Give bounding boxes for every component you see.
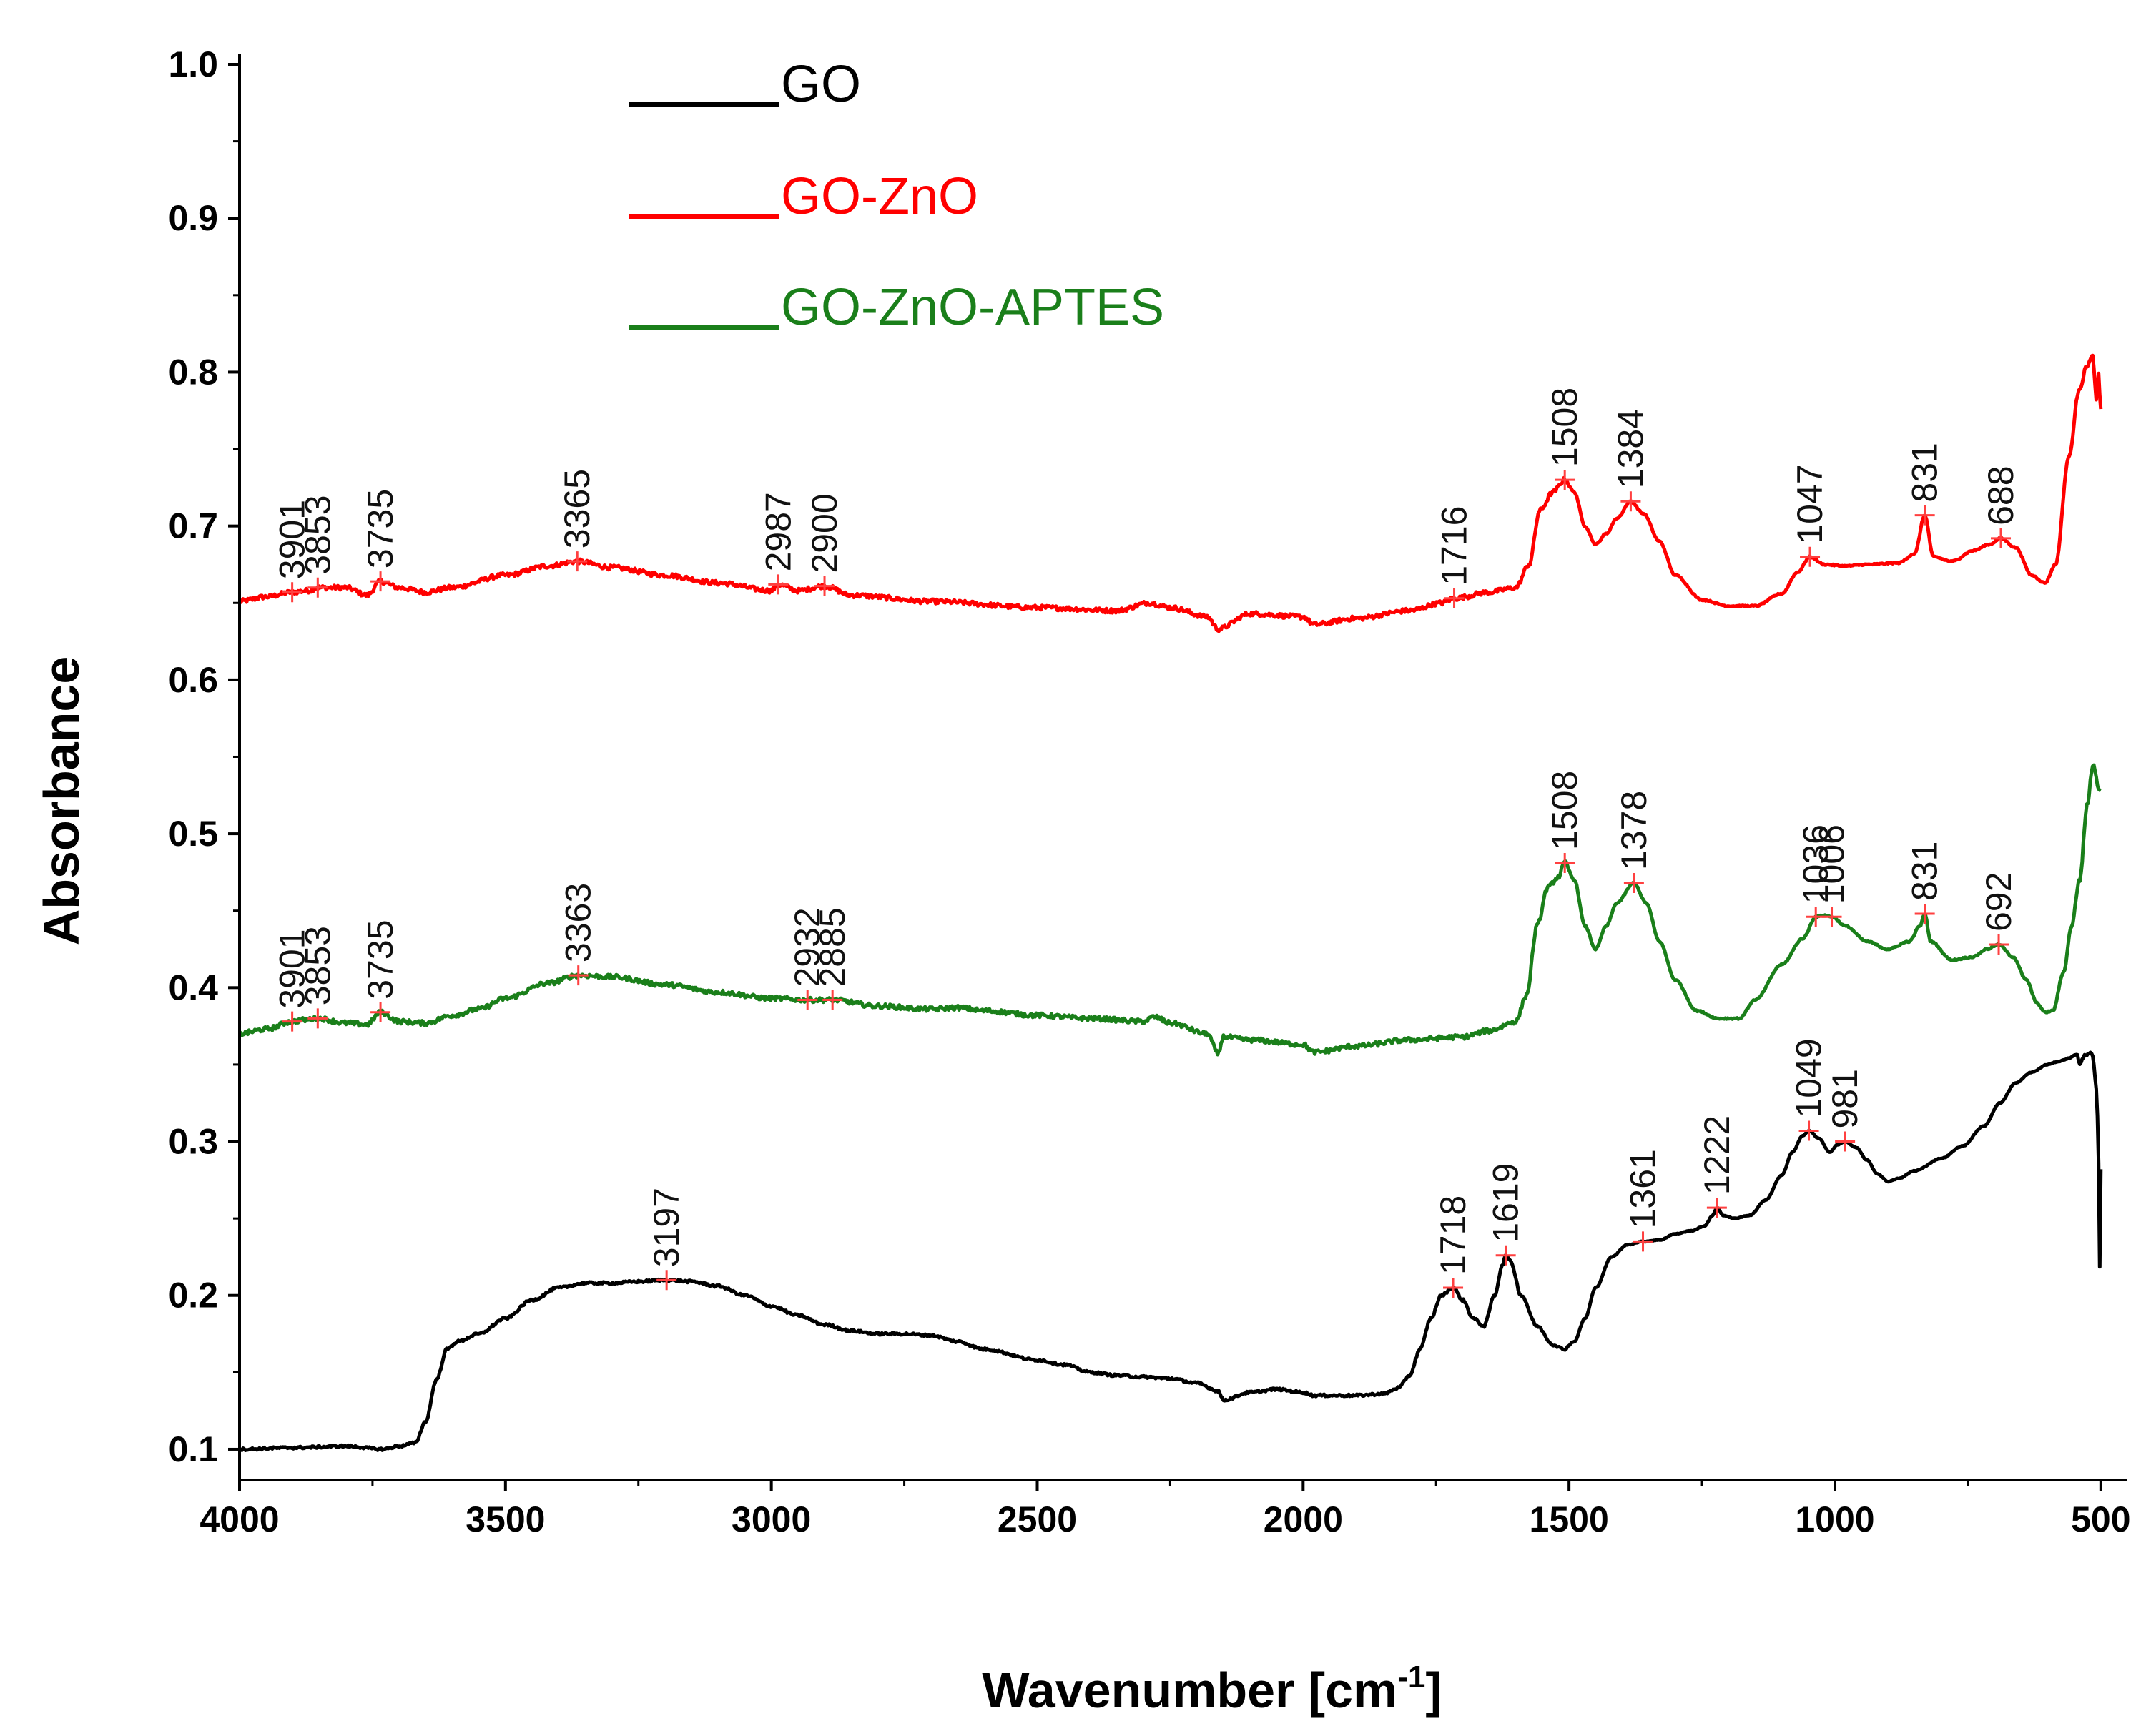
legend-label: GO-ZnO xyxy=(781,168,978,225)
peak-marker xyxy=(822,990,843,1010)
legend: GO GO-ZnO GO-ZnO-APTES xyxy=(629,56,1164,336)
peak-marker xyxy=(568,965,589,986)
peak-label: 3365 xyxy=(557,469,597,548)
x-tick-label: 1500 xyxy=(1530,1499,1609,1539)
peak-marker xyxy=(307,577,328,598)
peak-marker xyxy=(307,1008,328,1029)
peak-label: 2932 xyxy=(787,907,827,987)
peak-label: 2885 xyxy=(812,907,852,987)
y-axis-title: Absorbance xyxy=(34,656,89,946)
y-tick-label: 0.3 xyxy=(168,1122,218,1162)
peak-marker xyxy=(370,1002,391,1022)
peak-marker xyxy=(1798,1120,1819,1141)
peak-label: 1384 xyxy=(1610,409,1650,488)
peak-marker xyxy=(1443,1277,1464,1298)
y-tick-label: 1.0 xyxy=(168,44,218,84)
peak-label: 3197 xyxy=(646,1188,686,1267)
peak-marker xyxy=(1800,546,1821,567)
peak-label: 1619 xyxy=(1486,1163,1526,1243)
peak-marker xyxy=(567,551,588,572)
legend-item-go-zno: GO-ZnO xyxy=(629,168,978,225)
peak-marker xyxy=(370,571,391,592)
peak-marker xyxy=(1620,491,1641,512)
x-tick-label: 3500 xyxy=(466,1499,545,1539)
peak-marker xyxy=(1991,528,2012,548)
x-tick-label: 1000 xyxy=(1795,1499,1874,1539)
peak-label: 1508 xyxy=(1545,771,1585,850)
peak-label: 2987 xyxy=(758,492,798,571)
peak-label: 1036 xyxy=(1796,824,1836,904)
peak-label: 2900 xyxy=(804,493,845,573)
peak-label: 3853 xyxy=(297,495,338,574)
peak-label: 1378 xyxy=(1614,791,1654,870)
series-line-go xyxy=(238,1050,2103,1452)
peak-marker xyxy=(1914,505,1935,526)
peak-label: 1222 xyxy=(1697,1115,1737,1195)
peak-marker xyxy=(1706,1198,1727,1218)
peak-marker xyxy=(282,582,302,603)
peak-marker xyxy=(282,1011,302,1032)
peak-marker xyxy=(1914,904,1935,924)
y-tick-label: 0.6 xyxy=(168,660,218,700)
legend-label: GO xyxy=(781,56,861,113)
peak-marker xyxy=(814,576,835,596)
peak-label: 1508 xyxy=(1545,388,1585,467)
peak-label: 1047 xyxy=(1790,464,1830,543)
peak-label: 3901 xyxy=(272,500,312,579)
peak-label: 688 xyxy=(1981,465,2021,525)
axes: 0.1 0.2 0.3 0.4 0.5 0.6 0.7 0.8 0.9 1.0 4000 3500 30… xyxy=(34,44,2131,1718)
peak-marker xyxy=(1555,852,1575,873)
y-tick-label: 0.2 xyxy=(168,1276,218,1316)
series-line-go-zno xyxy=(237,353,2103,633)
peak-marker xyxy=(1989,934,2009,955)
peak-label: 3735 xyxy=(360,919,400,999)
peak-label: 3363 xyxy=(558,883,599,962)
peak-marker xyxy=(1821,907,1842,927)
y-tick-label: 0.4 xyxy=(168,967,218,1007)
peak-label: 1718 xyxy=(1433,1195,1473,1275)
x-tick-label: 2000 xyxy=(1264,1499,1343,1539)
y-tick-label: 0.1 xyxy=(168,1429,218,1469)
y-tick-label: 0.7 xyxy=(168,506,218,546)
peak-label: 3735 xyxy=(360,489,400,568)
y-tick-label: 0.5 xyxy=(168,814,218,854)
legend-label: GO-ZnO-APTES xyxy=(781,279,1164,336)
series-line-go-zno-aptes xyxy=(238,763,2102,1057)
y-tick-label: 0.8 xyxy=(168,352,218,392)
peak-marker xyxy=(1555,470,1575,490)
peak-marker xyxy=(1444,588,1465,608)
x-tick-label: 2500 xyxy=(998,1499,1077,1539)
peak-label: 831 xyxy=(1905,443,1945,502)
legend-item-go-zno-aptes: GO-ZnO-APTES xyxy=(629,279,1164,336)
peak-label: 1361 xyxy=(1623,1149,1663,1228)
peak-label: 3853 xyxy=(297,926,338,1005)
peak-marker xyxy=(1835,1131,1856,1152)
x-tick-label: 4000 xyxy=(200,1499,279,1539)
peak-marker xyxy=(768,574,789,595)
x-tick-label: 3000 xyxy=(732,1499,811,1539)
peak-marker xyxy=(1633,1231,1653,1252)
peak-marker xyxy=(1623,872,1644,893)
peak-label: 692 xyxy=(1979,872,2019,932)
x-axis-title: Wavenumber [cm-1] xyxy=(982,1659,1442,1718)
peak-label: 1006 xyxy=(1812,824,1852,904)
y-tick-label: 0.9 xyxy=(168,198,218,238)
peak-label: 1049 xyxy=(1789,1038,1829,1118)
peak-marker xyxy=(1495,1245,1516,1266)
peak-label: 1716 xyxy=(1434,506,1475,586)
peak-label: 981 xyxy=(1825,1069,1865,1128)
x-tick-label: 500 xyxy=(2071,1499,2130,1539)
peak-marker xyxy=(656,1270,677,1291)
peak-marker xyxy=(797,990,818,1010)
legend-item-go: GO xyxy=(629,56,861,113)
peak-label: 3901 xyxy=(272,929,312,1008)
peak-label: 831 xyxy=(1905,842,1945,901)
